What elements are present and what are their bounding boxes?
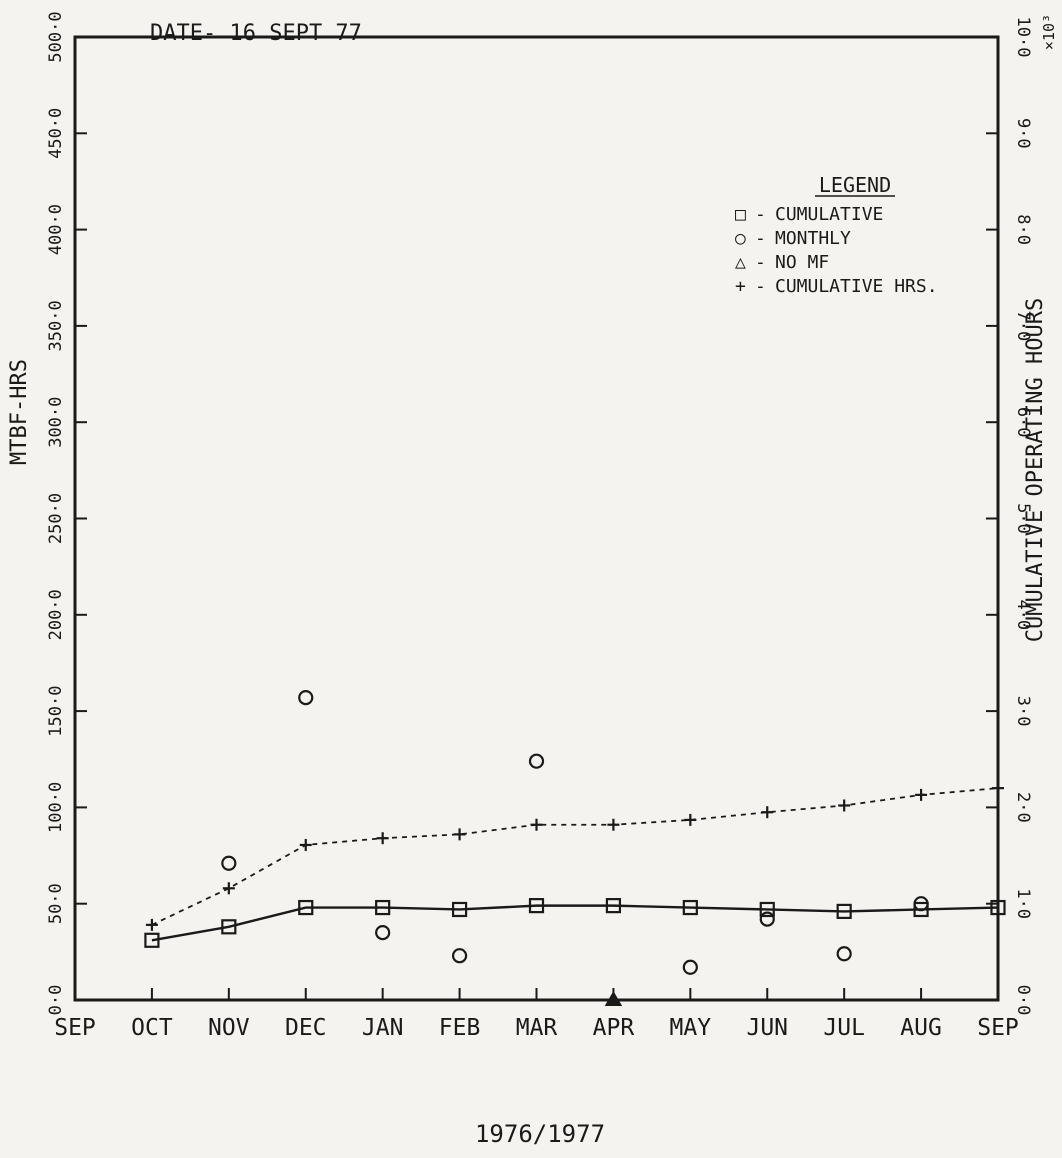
legend-dash: -: [755, 276, 766, 297]
axes-layer: SEP OCT NOV DEC JAN FEB MAR APR MAY JUN JUL AUG SEP0…: [46, 11, 1033, 1041]
date-label: DATE- 16 SEPT 77: [150, 21, 362, 46]
plus-marker: [453, 828, 466, 841]
legend-label: CUMULATIVE HRS.: [775, 276, 938, 297]
x-tick-label: FEB: [439, 1015, 481, 1041]
x-tick-label: AUG: [900, 1015, 942, 1041]
series-no-mf: [604, 991, 623, 1006]
x-tick-label: JAN: [362, 1015, 404, 1041]
x-tick-label: OCT: [131, 1015, 173, 1041]
square-marker: [375, 899, 391, 916]
plus-marker: [530, 818, 543, 831]
y-tick-label: 450·0: [46, 108, 66, 159]
square-marker: [605, 898, 622, 914]
y2-tick-label: 2·0: [1013, 792, 1033, 823]
square-marker: [221, 919, 237, 935]
y-tick-label: 250·0: [46, 493, 66, 544]
legend: LEGEND □ - CUMULATIVE○ - MONTHLY△ - NO MF+ - CUM…: [735, 173, 938, 297]
y-tick-label: 100·0: [46, 782, 66, 833]
square-marker: [144, 932, 160, 948]
y2-axis-label: CUMULATIVE OPERATING HOURS: [1023, 298, 1048, 642]
plus-marker: [376, 832, 389, 845]
legend-symbol: □: [735, 204, 746, 225]
plus-marker: [838, 799, 851, 812]
plus-marker: [992, 782, 1004, 795]
circle-marker: [375, 924, 391, 941]
y-tick-label: 350·0: [46, 300, 66, 351]
legend-symbol: +: [735, 276, 746, 297]
y2-tick-label: 5·0: [1013, 503, 1033, 534]
series-cumulative: [144, 898, 1006, 948]
circle-marker: [836, 946, 852, 962]
y2-tick-label: 10·0: [1013, 17, 1033, 58]
y-tick-label: 400·0: [46, 204, 66, 255]
plus-marker: [915, 788, 928, 801]
y2-tick-label: 9·0: [1013, 118, 1033, 149]
y2-multiplier: ×10³: [1040, 14, 1058, 50]
y2-tick-label: 8·0: [1013, 214, 1033, 245]
x-tick-label: NOV: [208, 1015, 250, 1041]
x-tick-label: JUL: [823, 1015, 865, 1041]
circle-marker: [451, 948, 468, 964]
y-tick-label: 500·0: [46, 11, 66, 62]
plus-marker: [222, 882, 235, 895]
plus-marker: [684, 813, 697, 826]
y2-tick-label: 7·0: [1013, 311, 1033, 342]
legend-dash: -: [755, 252, 766, 273]
square-marker: [836, 903, 852, 920]
y2-tick-label: 0·0: [1013, 985, 1033, 1016]
y2-tick-label: 6·0: [1013, 407, 1033, 438]
y-tick-label: 50·0: [46, 883, 66, 924]
x-tick-label: SEP: [977, 1015, 1019, 1041]
y-tick-label: 0·0: [46, 985, 66, 1016]
circle-marker: [221, 855, 237, 871]
legend-title: LEGEND: [819, 173, 891, 197]
series-line: [151, 904, 999, 942]
x-axis-label: 1976/1977: [475, 1120, 605, 1148]
circle-marker: [759, 911, 775, 927]
y-tick-label: 150·0: [46, 686, 66, 737]
legend-symbol: △: [735, 252, 746, 273]
legend-dash: -: [755, 228, 766, 249]
legend-label: MONTHLY: [775, 228, 851, 249]
data-layer: [144, 690, 1006, 1006]
legend-label: NO MF: [775, 252, 829, 273]
circle-marker: [913, 896, 929, 912]
x-tick-label: MAR: [516, 1015, 558, 1041]
x-tick-label: DEC: [285, 1015, 327, 1041]
y-tick-label: 300·0: [46, 397, 66, 448]
plus-marker: [607, 818, 620, 831]
series-line: [151, 787, 999, 926]
x-tick-label: SEP: [54, 1015, 96, 1041]
x-tick-label: APR: [593, 1015, 635, 1041]
y2-tick-label: 3·0: [1013, 696, 1033, 727]
x-tick-label: MAY: [670, 1015, 712, 1041]
legend-symbol: ○: [735, 228, 746, 249]
series-cumulative-hrs: [145, 782, 1004, 931]
y-tick-label: 200·0: [46, 589, 66, 640]
plus-marker: [761, 806, 774, 819]
circle-marker: [682, 959, 698, 975]
legend-dash: -: [755, 204, 766, 225]
series-monthly: [221, 690, 929, 975]
plus-marker: [145, 918, 158, 931]
circle-marker: [528, 753, 545, 769]
legend-label: CUMULATIVE: [775, 204, 883, 225]
square-marker: [528, 898, 545, 914]
square-marker: [990, 899, 1006, 916]
plus-marker: [299, 838, 312, 851]
square-marker: [913, 901, 929, 918]
x-tick-label: JUN: [746, 1015, 788, 1041]
y2-tick-label: 4·0: [1013, 599, 1033, 630]
square-marker: [451, 901, 468, 918]
y-axis-label: MTBF-HRS: [7, 359, 32, 465]
circle-marker: [298, 690, 314, 706]
square-marker: [682, 899, 698, 916]
square-marker: [298, 899, 314, 916]
triangle-marker: [604, 991, 623, 1006]
y2-tick-label: 1·0: [1013, 888, 1033, 919]
square-marker: [759, 901, 775, 918]
